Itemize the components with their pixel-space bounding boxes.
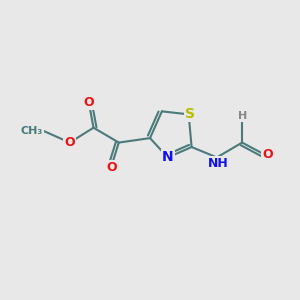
Text: H: H [238, 111, 247, 121]
Text: O: O [262, 148, 273, 161]
Text: O: O [106, 161, 117, 174]
Text: S: S [185, 107, 195, 121]
Text: NH: NH [208, 157, 229, 170]
Text: N: N [162, 150, 174, 164]
Text: CH₃: CH₃ [21, 126, 43, 136]
Text: O: O [84, 96, 94, 109]
Text: O: O [64, 136, 75, 149]
